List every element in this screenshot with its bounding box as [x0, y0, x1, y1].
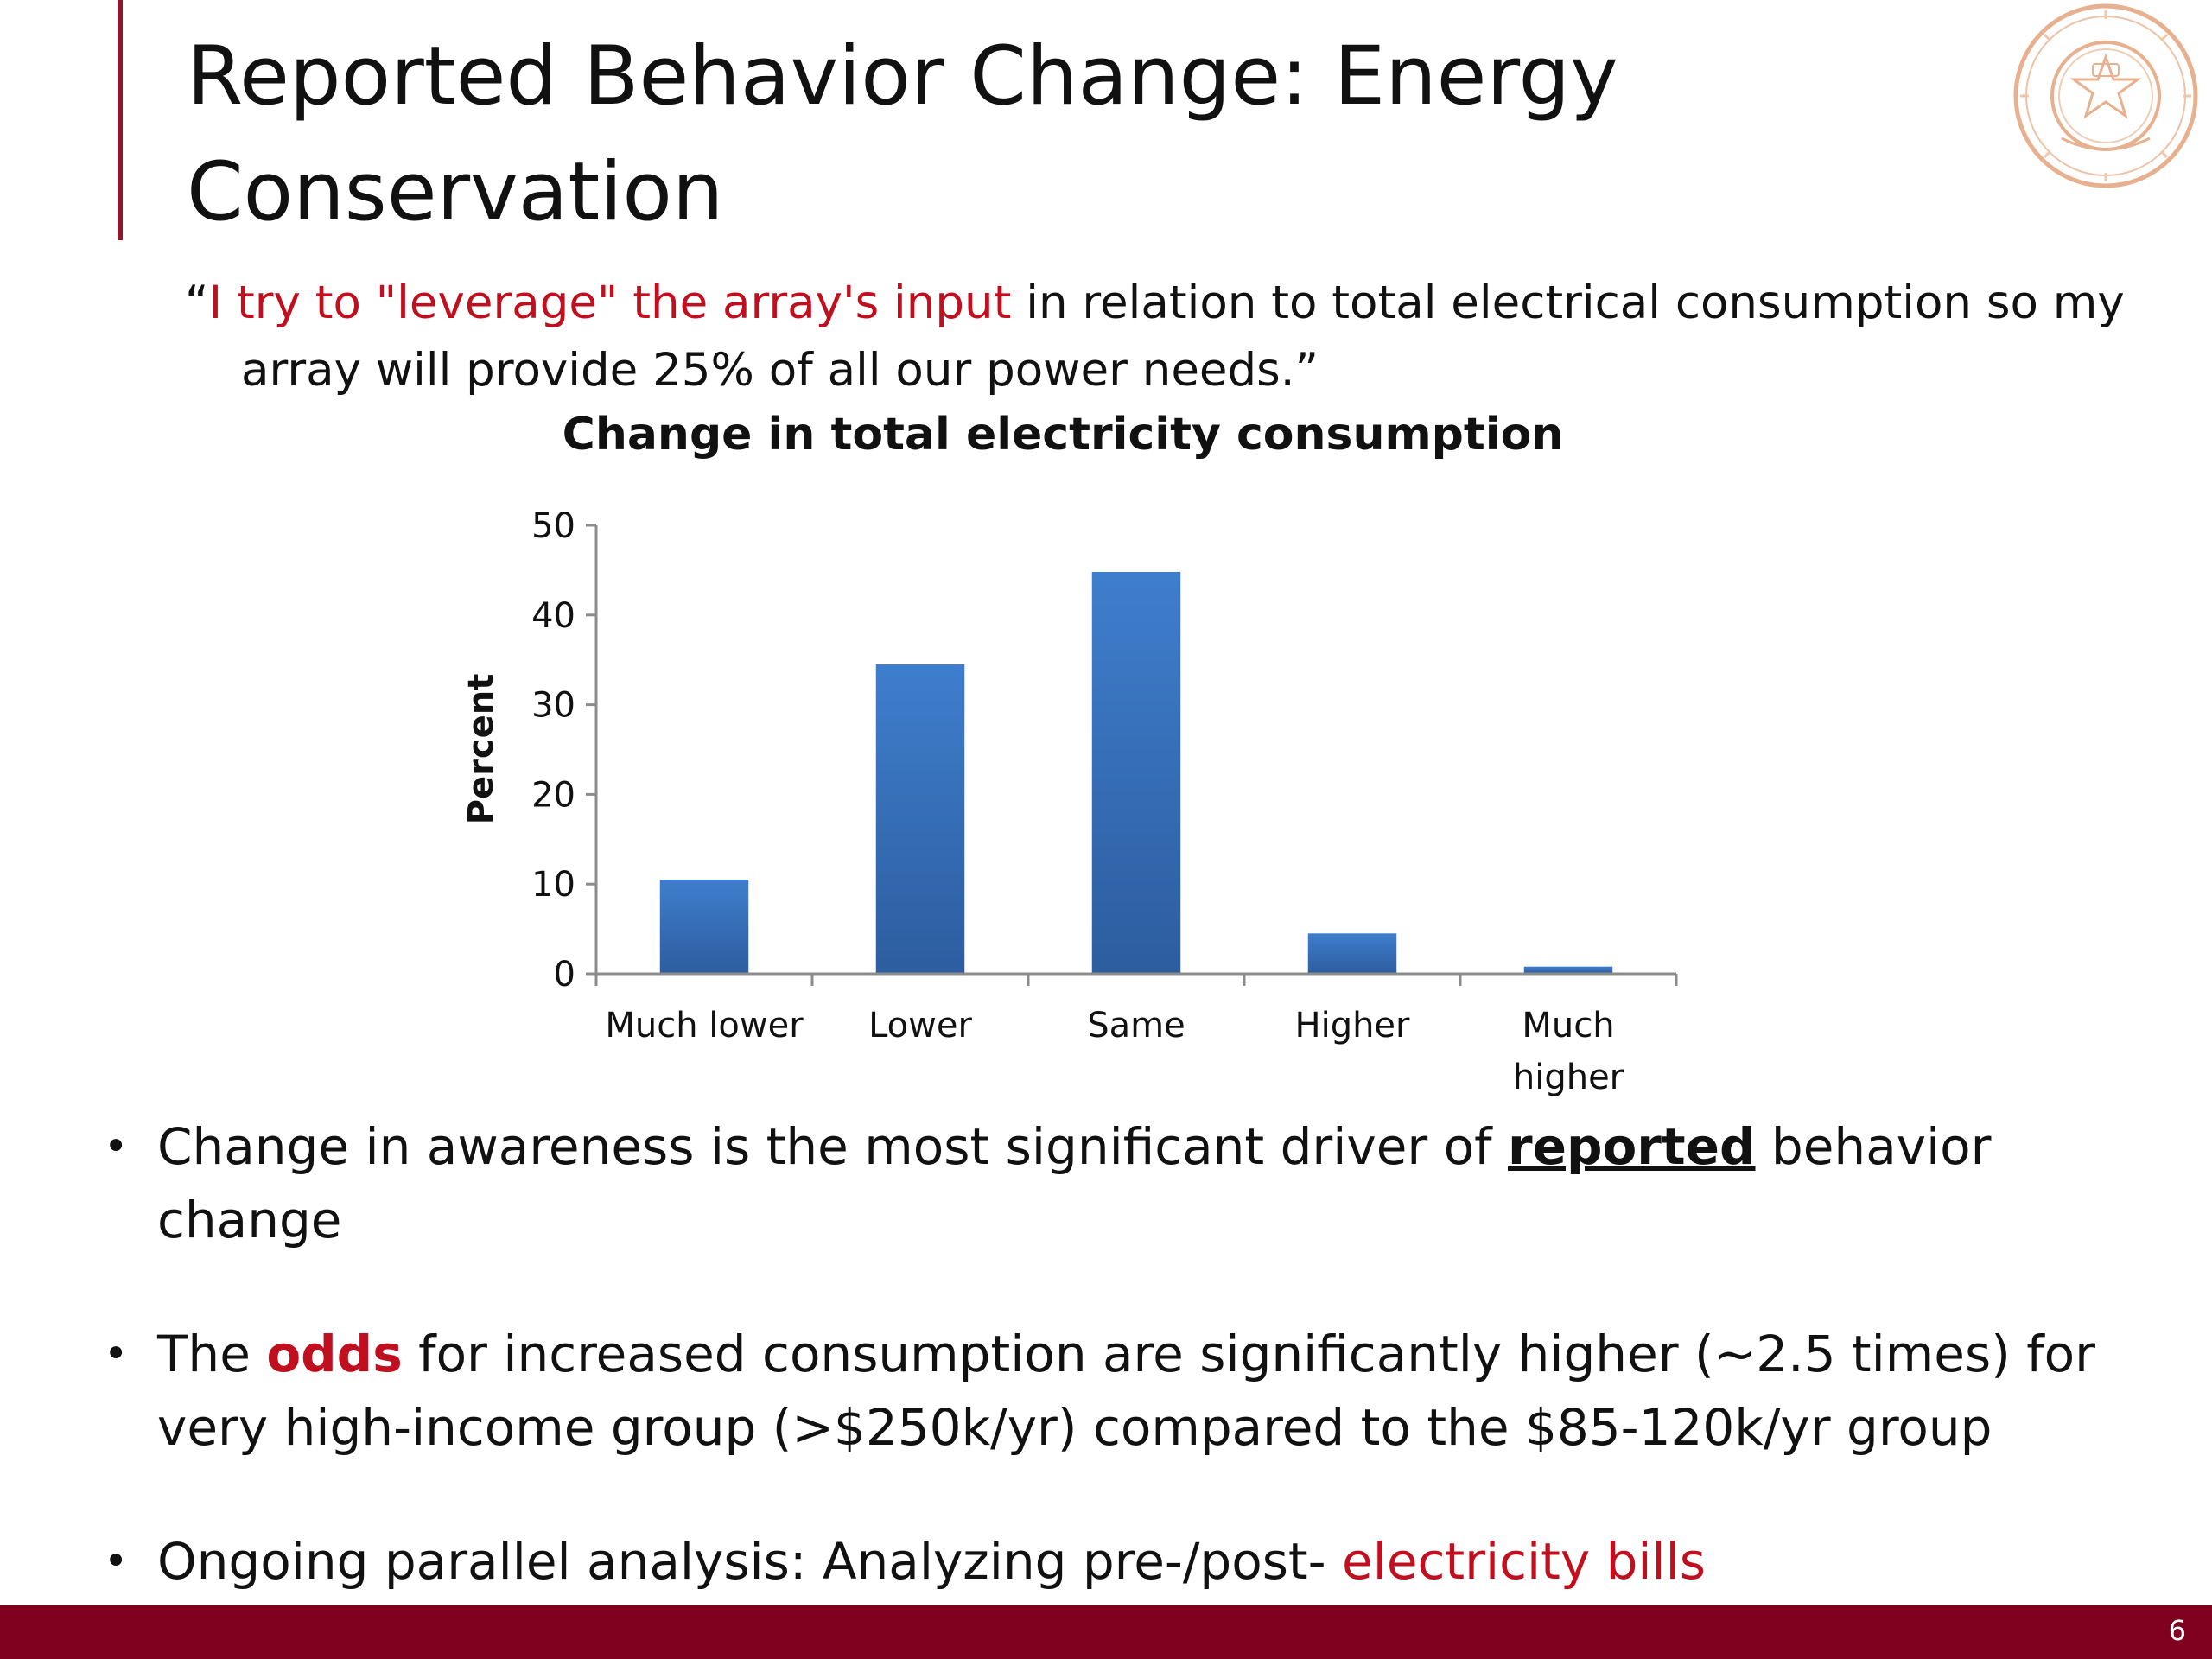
bar-same: [1091, 571, 1181, 974]
x-tick-label-line: higher: [1513, 1058, 1624, 1097]
x-tick-label-line: Much: [1522, 1006, 1614, 1046]
y-tick-label: 30: [531, 686, 575, 726]
bullet-text-tail: for increased consumption are significan…: [157, 1325, 2096, 1457]
bullet-item: • Change in awareness is the most signif…: [104, 1110, 2143, 1257]
bullet-list: • Change in awareness is the most signif…: [104, 1110, 2143, 1599]
x-tick-label-line: Much lower: [605, 1006, 804, 1046]
y-tick-label: 20: [531, 775, 575, 815]
university-seal-icon: [2013, 3, 2198, 188]
bullet-dot: •: [104, 1122, 129, 1171]
bullet-dot: •: [104, 1330, 129, 1378]
x-tick-label-line: Lower: [868, 1006, 972, 1046]
bar-much-lower: [659, 880, 749, 974]
slide-title: Reported Behavior Change: Energy Conserv…: [187, 29, 1618, 239]
bullet-dot: •: [104, 1537, 129, 1586]
page-number: 6: [2168, 1614, 2186, 1647]
x-tick-label: Higher: [1295, 1006, 1411, 1046]
y-tick-label: 40: [531, 596, 575, 636]
y-axis-label: Percent: [461, 674, 501, 825]
bullet-item: • The odds for increased consumption are…: [104, 1318, 2143, 1465]
y-tick-label: 0: [554, 955, 575, 995]
bullet-item: • Ongoing parallel analysis: Analyzing p…: [104, 1525, 2143, 1599]
bullet-text: Change in awareness is the most signific…: [157, 1117, 1508, 1176]
quote-open-mark: “: [185, 276, 209, 329]
x-tick-label: Much lower: [605, 1006, 804, 1046]
bar-chart: Change in total electricity consumption …: [461, 409, 1678, 1097]
bullet-emphasis-electricity-bills: electricity bills: [1342, 1532, 1706, 1591]
bar-much-higher: [1523, 966, 1613, 974]
x-tick-label: Much higher: [1513, 1006, 1624, 1097]
y-tick-label: 50: [531, 506, 575, 546]
x-tick-label: Lower: [868, 1006, 972, 1046]
bullet-text: Ongoing parallel analysis: Analyzing pre…: [157, 1532, 1343, 1591]
quote-highlight: I try to "leverage" the array's input: [208, 276, 1012, 329]
title-accent-bar: [118, 0, 123, 240]
chart-title: Change in total electricity consumption: [563, 409, 1564, 461]
bar-lower: [875, 664, 965, 974]
x-tick-label-line: Higher: [1295, 1006, 1411, 1046]
footer-bar: 6: [0, 1605, 2212, 1659]
bullet-text: The: [157, 1325, 267, 1383]
x-tick-label-line: Same: [1087, 1006, 1185, 1046]
x-tick-label: Same: [1087, 1006, 1185, 1046]
bullet-text-tail: behavior change: [157, 1117, 1992, 1249]
bullet-emphasis-reported: reported: [1508, 1117, 1756, 1176]
quote-rest: in relation to total electrical consumpt…: [241, 276, 2125, 397]
bar-higher: [1307, 933, 1397, 974]
y-tick-label: 10: [531, 865, 575, 905]
quote-text: “I try to "leverage" the array's input i…: [185, 270, 2159, 404]
bullet-emphasis-odds: odds: [266, 1325, 403, 1383]
